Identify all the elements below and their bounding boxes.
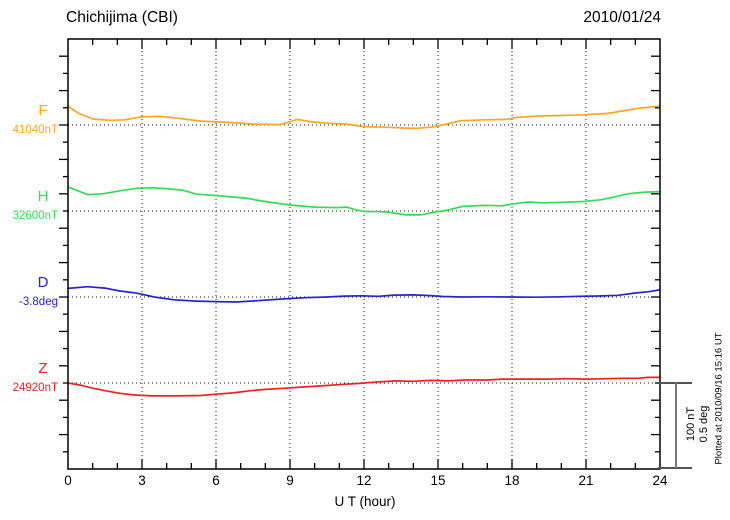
x-axis-title: U T (hour) bbox=[334, 494, 396, 509]
x-tick-label: 0 bbox=[64, 473, 72, 488]
x-tick-label: 12 bbox=[356, 473, 372, 488]
channel-label-H: H bbox=[37, 188, 49, 205]
station-title: Chichijima (CBI) bbox=[66, 9, 178, 26]
channel-baseline-value-H: 32600nT bbox=[12, 210, 58, 222]
channel-label-D: D bbox=[37, 274, 49, 291]
x-tick-label: 18 bbox=[504, 473, 520, 488]
scale-bar-label-deg: 0.5 deg bbox=[698, 405, 710, 443]
scale-bar-label-nt: 100 nT bbox=[685, 406, 697, 442]
x-tick-label: 24 bbox=[652, 473, 668, 488]
series-line-H bbox=[67, 186, 661, 216]
x-tick-label: 9 bbox=[286, 473, 294, 488]
series-line-F bbox=[67, 105, 661, 130]
series-line-Z bbox=[67, 376, 661, 397]
x-tick-label: 6 bbox=[212, 473, 220, 488]
series-line-D bbox=[67, 285, 661, 303]
channel-label-Z: Z bbox=[38, 360, 48, 377]
plotted-at-note: Plotted at 2010/09/16 15:16 UT bbox=[713, 332, 725, 465]
channel-baseline-value-Z: 24920nT bbox=[12, 382, 58, 394]
channel-baseline-value-F: 41040nT bbox=[12, 124, 58, 136]
x-tick-label: 3 bbox=[138, 473, 146, 488]
scale-bar-label: 100 nT 0.5 deg bbox=[685, 384, 711, 464]
plot-date: 2010/01/24 bbox=[583, 9, 661, 26]
channel-label-F: F bbox=[38, 102, 48, 119]
channel-baseline-value-D: -3.8deg bbox=[18, 296, 58, 308]
x-tick-label: 21 bbox=[578, 473, 594, 488]
x-tick-label: 15 bbox=[430, 473, 446, 488]
